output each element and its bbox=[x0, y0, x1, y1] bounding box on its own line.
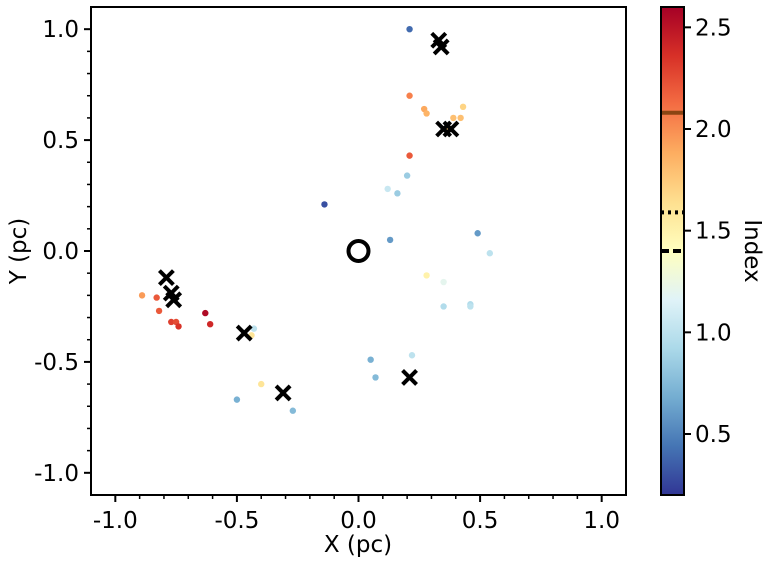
x-marker bbox=[274, 384, 292, 402]
data-point bbox=[153, 294, 160, 301]
plot-frame bbox=[90, 6, 627, 496]
data-point bbox=[233, 396, 241, 403]
data-point bbox=[403, 172, 411, 179]
x-marker bbox=[165, 291, 183, 309]
data-point bbox=[450, 114, 457, 122]
data-points bbox=[138, 25, 494, 414]
colorbar-tick-label: 0.5 bbox=[695, 422, 732, 448]
y-tick-label: 0.5 bbox=[42, 128, 79, 154]
x-tick-label: -1.0 bbox=[93, 508, 138, 534]
colorbar-tick-label: 1.0 bbox=[695, 320, 732, 346]
x-tick-label: 0.5 bbox=[462, 508, 499, 534]
x-marker bbox=[235, 324, 253, 342]
data-point bbox=[406, 152, 413, 159]
data-point bbox=[321, 201, 328, 208]
y-tick-label: 1.0 bbox=[42, 17, 79, 43]
x-markers bbox=[157, 31, 460, 402]
data-point bbox=[406, 25, 413, 33]
x-marker bbox=[157, 269, 175, 287]
data-point bbox=[440, 278, 447, 286]
x-marker bbox=[401, 369, 418, 386]
data-point bbox=[408, 352, 416, 359]
colorbar-label: Index bbox=[739, 219, 765, 282]
x-tick-label: -0.5 bbox=[214, 508, 259, 534]
y-axis-label: Y (pc) bbox=[6, 218, 32, 286]
data-point bbox=[423, 110, 430, 117]
data-point bbox=[202, 309, 209, 317]
data-point bbox=[289, 407, 297, 414]
data-point bbox=[423, 272, 430, 279]
data-point bbox=[367, 356, 374, 363]
data-point bbox=[440, 303, 447, 310]
data-point bbox=[474, 230, 481, 237]
y-tick-label: -1.0 bbox=[34, 461, 79, 487]
data-point bbox=[386, 236, 394, 244]
colorbar-markers bbox=[661, 110, 684, 253]
data-point bbox=[250, 325, 258, 332]
axis-ticks: -1.0 -0.5 0.0 0.5 1.0 -1.0 -0.5 0.0 0.5 1.0 bbox=[34, 17, 620, 534]
x-tick-label: 1.0 bbox=[583, 508, 620, 534]
colorbar-gradient bbox=[661, 7, 684, 495]
data-point bbox=[384, 185, 391, 193]
colorbar-ticks: 0.5 1.0 1.5 2.0 2.5 bbox=[684, 15, 732, 448]
x-marker bbox=[442, 120, 460, 138]
colorbar-tick-label: 2.5 bbox=[695, 15, 732, 41]
data-point bbox=[394, 190, 401, 197]
data-point bbox=[168, 318, 175, 326]
colorbar-tick-label: 1.5 bbox=[695, 219, 732, 245]
colorbar-frame bbox=[660, 6, 685, 496]
x-tick-label: 0.0 bbox=[340, 508, 377, 534]
data-point bbox=[457, 114, 464, 122]
center-marker bbox=[346, 239, 371, 263]
data-point bbox=[175, 323, 182, 330]
data-point bbox=[258, 380, 265, 388]
data-point bbox=[486, 250, 494, 257]
data-point bbox=[406, 92, 413, 99]
colorbar-tick-label: 2.0 bbox=[695, 117, 732, 143]
data-point bbox=[459, 103, 467, 111]
x-axis-label: X (pc) bbox=[324, 532, 392, 558]
y-tick-label: -0.5 bbox=[34, 350, 79, 376]
data-point bbox=[138, 292, 146, 299]
data-point bbox=[372, 374, 379, 381]
data-point bbox=[206, 321, 214, 328]
colorbar: 0.5 1.0 1.5 2.0 2.5 bbox=[660, 6, 732, 496]
data-point bbox=[155, 307, 163, 315]
y-tick-label: 0.0 bbox=[42, 239, 79, 265]
data-point bbox=[467, 303, 474, 310]
center-circle bbox=[346, 239, 371, 263]
x-marker bbox=[432, 38, 450, 56]
